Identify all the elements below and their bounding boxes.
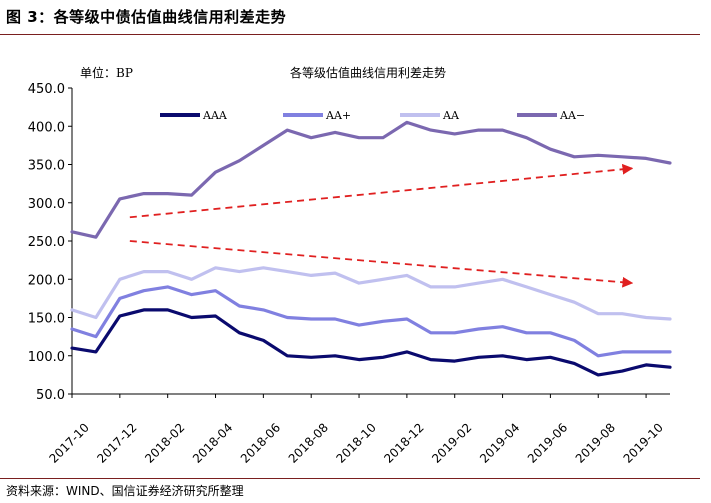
chart-axes: 450.0 400.0 350.0 300.0 250.0 200.0 150.0 100.0…	[28, 82, 670, 466]
trend-arrow-2	[129, 240, 634, 288]
series-line-AAA	[70, 308, 672, 377]
y-tick-label: 350.0	[28, 159, 65, 174]
figure-source: 资料来源：WIND、国信证券经济研究所整理	[6, 484, 244, 498]
legend-label: AA−	[559, 109, 585, 122]
trend-arrow-1	[129, 163, 634, 219]
x-tick-label: 2019-06	[525, 420, 570, 465]
chart-series	[70, 120, 672, 377]
x-tick-label: 2018-10	[334, 420, 379, 465]
legend-label: AAA	[202, 109, 228, 122]
x-tick-label: 2018-06	[238, 420, 283, 465]
y-tick-label: 250.0	[28, 235, 65, 250]
y-tick-label: 400.0	[28, 120, 65, 135]
figure-header: 图 3：各等级中债估值曲线信用利差走势	[0, 0, 700, 35]
y-tick-label: 50.0	[36, 388, 65, 403]
x-tick-label: 2019-08	[573, 420, 618, 465]
x-tick-label: 2018-12	[381, 420, 426, 465]
series-line-AA	[70, 266, 672, 321]
unit-label: 单位：BP	[80, 65, 133, 80]
y-tick-label: 150.0	[28, 312, 65, 327]
x-tick-label: 2018-04	[190, 420, 235, 465]
y-tick-label: 100.0	[28, 350, 65, 365]
chart-title: 各等级估值曲线信用利差走势	[290, 65, 446, 80]
figure-footer-rule	[0, 478, 700, 479]
x-tick-label: 2019-02	[429, 420, 474, 465]
x-tick-label: 2017-12	[94, 420, 139, 465]
x-tick-label: 2019-10	[621, 420, 666, 465]
trend-arrows	[129, 163, 634, 288]
figure-title: 图 3：各等级中债估值曲线信用利差走势	[6, 8, 287, 26]
x-tick-label: 2018-08	[286, 420, 331, 465]
series-line-AAplus	[70, 285, 672, 358]
chart-legend: AAA AA+ AA AA−	[160, 109, 585, 122]
legend-label: AA	[442, 109, 460, 122]
y-tick-label: 450.0	[28, 82, 65, 97]
y-tick-label: 300.0	[28, 197, 65, 212]
spread-line-chart: 450.0 400.0 350.0 300.0 250.0 200.0 150.0 100.0…	[28, 65, 672, 466]
y-tick-label: 200.0	[28, 273, 65, 288]
x-tick-label: 2018-02	[142, 420, 187, 465]
legend-label: AA+	[325, 109, 351, 122]
series-line-AAminus	[70, 120, 672, 239]
x-tick-label: 2019-04	[477, 420, 522, 465]
x-tick-label: 2017-10	[46, 420, 91, 465]
